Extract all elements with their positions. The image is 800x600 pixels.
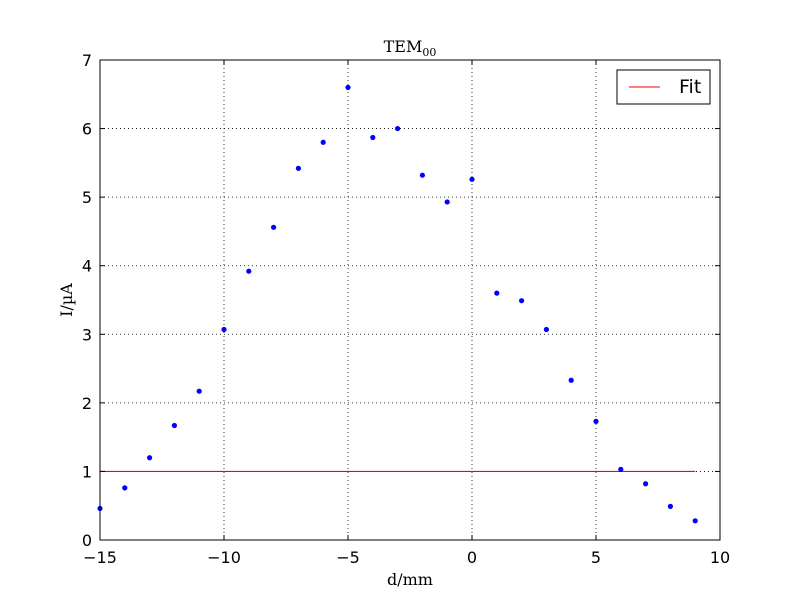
data-point	[419, 172, 425, 178]
data-point	[618, 466, 624, 472]
data-point	[246, 268, 252, 274]
x-tick-label: −5	[336, 548, 360, 567]
data-point	[295, 165, 301, 171]
x-tick-label: 10	[710, 548, 730, 567]
legend: Fit	[616, 69, 711, 105]
data-point	[543, 326, 550, 333]
plot-frame	[99, 59, 721, 541]
data-point	[370, 134, 376, 141]
x-axis-label: d/mm	[387, 570, 433, 589]
data-point	[320, 139, 326, 145]
x-tick-label: −10	[207, 548, 241, 567]
legend-fit-label: Fit	[679, 76, 701, 98]
chart-title-subscript: 00	[422, 46, 436, 59]
chart-title-main: TEM	[384, 37, 423, 56]
data-point	[444, 199, 450, 205]
x-tick-label: 0	[467, 548, 477, 567]
data-point	[643, 481, 649, 487]
data-point	[494, 290, 500, 296]
axis-ticks	[99, 59, 721, 541]
x-tick-label: −15	[83, 548, 117, 567]
data-point	[196, 388, 202, 394]
y-tick-label: 2	[82, 394, 92, 413]
y-axis-label: I/µA	[57, 283, 76, 317]
x-tick-labels: −15 −10 −5 0 5 10	[83, 548, 730, 567]
data-point	[147, 455, 153, 461]
data-points	[97, 84, 698, 524]
grid-lines	[100, 60, 720, 540]
y-tick-label: 4	[82, 257, 92, 276]
data-point	[519, 298, 525, 304]
y-tick-label: 0	[82, 531, 92, 550]
data-point	[692, 518, 698, 524]
data-point	[345, 84, 351, 91]
y-tick-label: 3	[82, 325, 92, 344]
chart-title: TEM00	[384, 37, 437, 59]
data-point	[568, 377, 574, 383]
data-point	[469, 176, 475, 182]
data-point	[271, 224, 277, 230]
y-tick-label: 5	[82, 188, 92, 207]
y-tick-label: 7	[82, 51, 92, 70]
data-point	[122, 485, 128, 491]
data-point	[171, 422, 177, 429]
data-point	[667, 503, 674, 509]
data-point	[395, 125, 401, 132]
y-tick-label: 6	[82, 120, 92, 139]
y-tick-labels: 0 1 2 3 4 5 6 7	[82, 51, 92, 550]
data-point	[221, 326, 227, 333]
data-point	[593, 418, 599, 424]
plot-area	[100, 60, 720, 540]
y-tick-label: 1	[82, 462, 92, 481]
x-tick-label: 5	[591, 548, 601, 567]
